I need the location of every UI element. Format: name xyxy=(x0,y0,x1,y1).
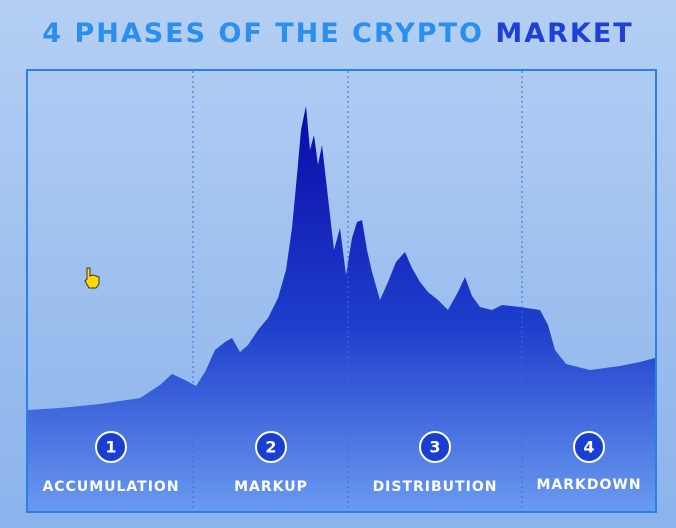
phase: 4 MARKDOWN xyxy=(536,431,641,493)
title-lead: 4 PHASES OF THE CRYPTO xyxy=(42,18,484,49)
title: 4 PHASES OF THE CRYPTO MARKET xyxy=(42,18,633,49)
phase: 1 ACCUMULATION xyxy=(42,431,179,495)
title-emphasis: MARKET xyxy=(495,18,633,49)
phase-number: 4 xyxy=(583,438,594,457)
phase-label: MARKUP xyxy=(234,479,308,495)
phase-label: DISTRIBUTION xyxy=(373,479,498,495)
phase-number: 2 xyxy=(265,438,276,457)
phase-number: 3 xyxy=(429,438,440,457)
phase-number: 1 xyxy=(105,438,116,457)
phase-label: MARKDOWN xyxy=(536,477,641,493)
frame xyxy=(26,69,657,513)
phase-badge xyxy=(255,431,287,463)
phase: 2 MARKUP xyxy=(234,431,308,495)
phase-badge xyxy=(573,431,605,463)
phase-badge xyxy=(419,431,451,463)
phase: 3 DISTRIBUTION xyxy=(373,431,498,495)
phase-label: ACCUMULATION xyxy=(42,479,179,495)
cursor-hand xyxy=(84,267,100,289)
phase-badge xyxy=(95,431,127,463)
market-area xyxy=(28,106,655,511)
